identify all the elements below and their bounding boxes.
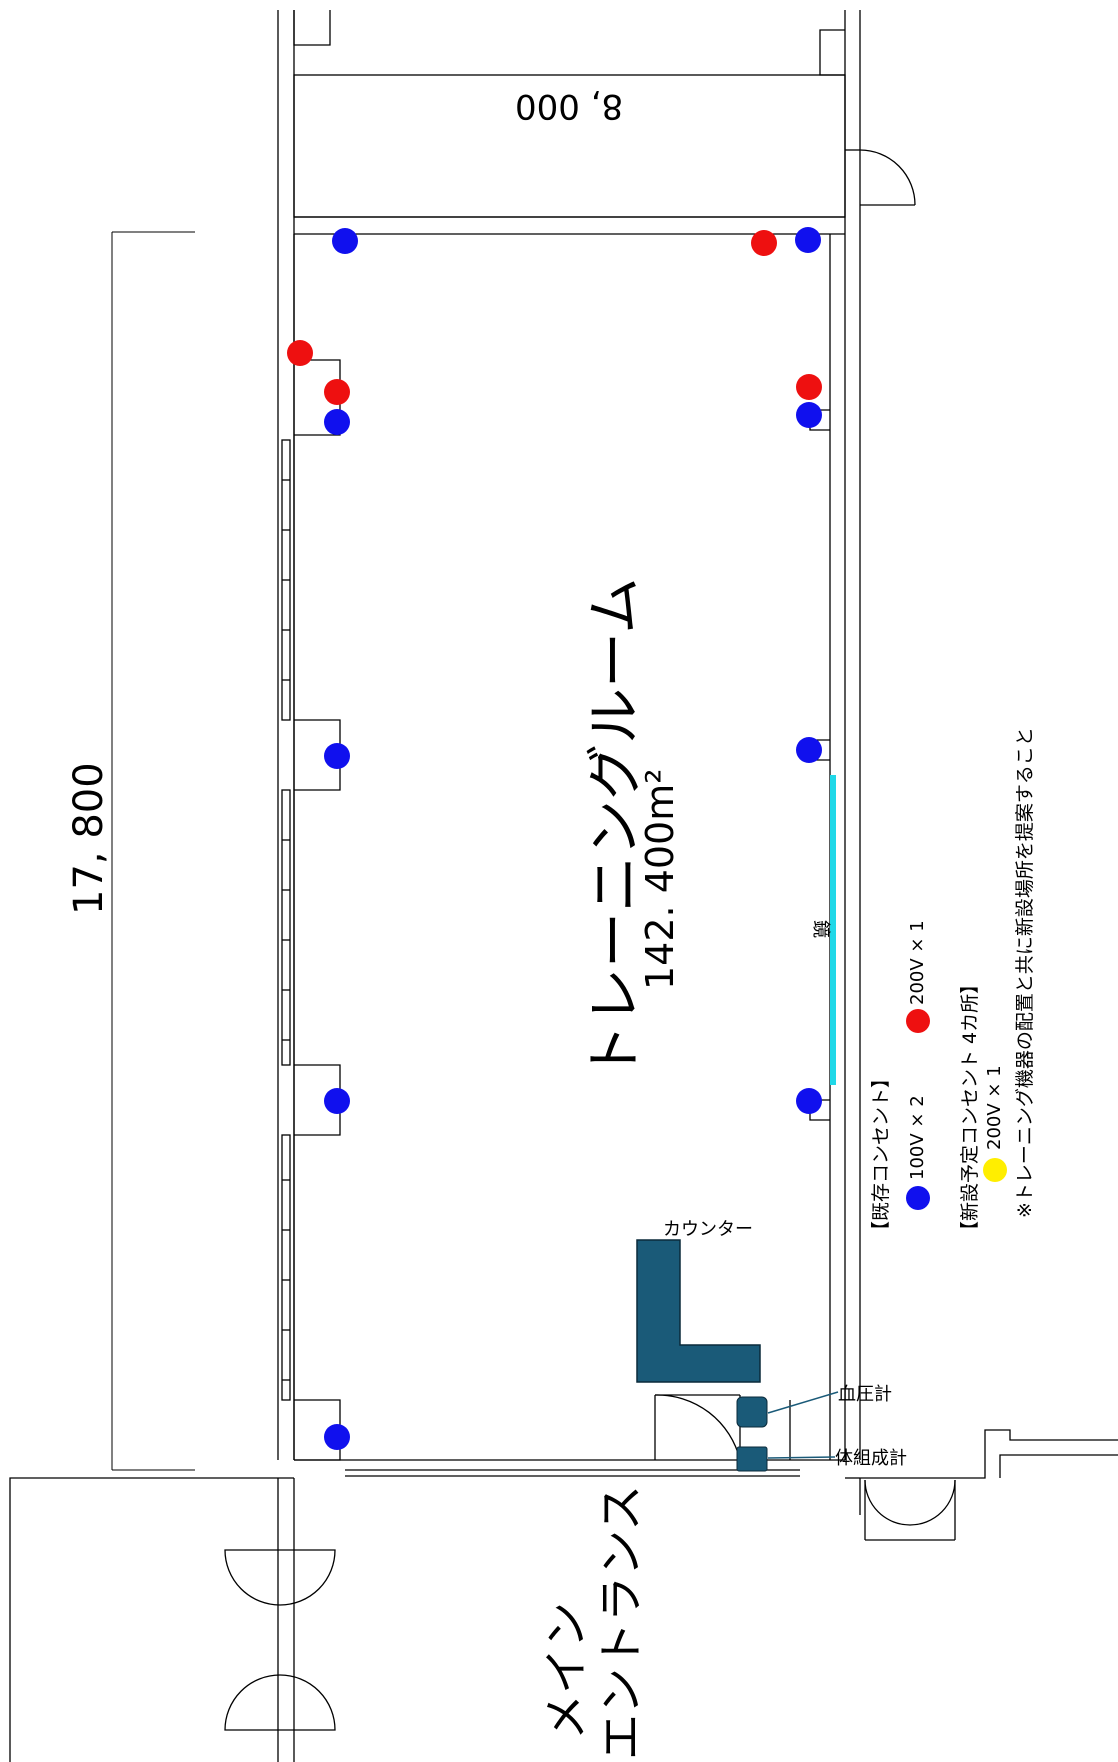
blood-pressure-label: 血圧計: [838, 1384, 892, 1405]
blood-pressure-monitor: [736, 1396, 768, 1428]
outlet-100v: [795, 227, 821, 253]
outlet-100v: [324, 1424, 350, 1450]
body-composition-meter: [736, 1446, 768, 1472]
counter: [636, 1239, 761, 1383]
legend-existing-title: 【既存コンセント】: [870, 1068, 892, 1240]
outlet-100v: [796, 1088, 822, 1114]
outlet-100v: [796, 737, 822, 763]
outlet-100v: [324, 409, 350, 435]
mirror-label: 鏡: [810, 920, 831, 938]
legend-100v-marker: [906, 1186, 930, 1210]
outlet-100v: [796, 402, 822, 428]
dimension-width: 8, 000: [515, 86, 624, 126]
outlet-100v: [324, 743, 350, 769]
legend-200v-marker: [906, 1009, 930, 1033]
legend-existing-200v: 200V × 1: [907, 920, 928, 1005]
room-area: 142. 400m²: [638, 768, 682, 990]
mirror: [830, 775, 836, 1085]
outlet-200v: [324, 379, 350, 405]
legend-existing-100v: 100V × 2: [907, 1095, 928, 1180]
entrance-label-line2: エントランス: [594, 1484, 648, 1760]
legend-new-200v: 200V × 1: [984, 1065, 1005, 1150]
outlet-100v: [332, 228, 358, 254]
body-composition-label: 体組成計: [835, 1448, 907, 1469]
counter-label: カウンター: [663, 1219, 753, 1240]
outlet-200v: [287, 340, 313, 366]
legend-note: ※トレーニング機器の配置と共に新設場所を提案すること: [1014, 727, 1036, 1218]
legend-new-200v-marker: [983, 1158, 1007, 1182]
outlet-100v: [324, 1088, 350, 1114]
outlets: [287, 227, 822, 1450]
dimension-length: 17, 800: [66, 762, 112, 915]
legend-new-title: 【新設予定コンセント 4カ所】: [959, 974, 981, 1240]
outlet-200v: [751, 230, 777, 256]
outlet-200v: [796, 374, 822, 400]
